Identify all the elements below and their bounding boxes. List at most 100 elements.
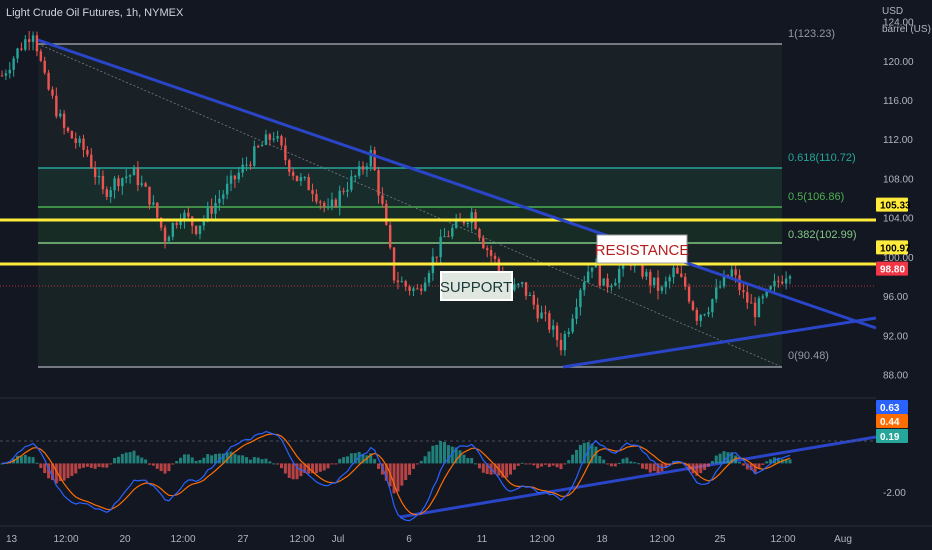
candle-body — [51, 89, 54, 96]
candle-body — [715, 287, 718, 300]
histogram-bar — [159, 463, 163, 472]
candle-body — [140, 183, 143, 186]
histogram-bar — [617, 462, 621, 464]
histogram-bar — [788, 459, 792, 464]
histogram-bar — [509, 463, 513, 475]
time-tick-label: 12:00 — [770, 534, 795, 545]
price-tick-label: 124.00 — [883, 18, 914, 29]
candle-body — [0, 75, 4, 77]
histogram-bar — [202, 457, 206, 464]
histogram-bar — [276, 463, 280, 465]
candle-body — [435, 256, 438, 258]
candle-body — [478, 228, 481, 238]
candle-body — [156, 202, 159, 218]
histogram-bar — [652, 463, 656, 472]
histogram-bar — [85, 463, 89, 467]
candle-body — [524, 282, 528, 296]
histogram-bar — [474, 463, 478, 465]
candle-body — [497, 259, 501, 273]
candle-body — [179, 220, 182, 225]
histogram-bar — [105, 463, 109, 468]
candle-body — [517, 283, 520, 285]
price-tick-label: 112.00 — [883, 135, 913, 146]
fib-retracement[interactable]: 1(123.23) 0.618(110.72) 0.5(106.86) 0.38… — [37, 28, 857, 368]
histogram-bar — [66, 463, 70, 479]
candle-body — [210, 206, 213, 214]
oscillator-value-tag-text: 0.44 — [880, 417, 900, 428]
time-axis[interactable]: 13 12:00 20 12:00 27 12:00 Jul 6 11 12:00 18 12:00 2… — [6, 534, 852, 545]
last-price-tag: 98.80 — [876, 261, 908, 276]
histogram-bar — [606, 463, 610, 465]
histogram-bar — [70, 463, 74, 476]
histogram-bar — [644, 463, 648, 470]
candle-body — [163, 227, 167, 242]
histogram-bar — [435, 444, 439, 464]
resistance-callout[interactable]: RESISTANCE — [595, 234, 690, 264]
histogram-bar — [493, 463, 497, 475]
signal-line — [1, 433, 791, 516]
histogram-bar — [58, 463, 62, 482]
oscillator-value-tag-text: 0.63 — [880, 403, 900, 414]
histogram-bar — [411, 463, 415, 469]
candle-body — [404, 281, 407, 287]
candle-body — [334, 199, 338, 207]
ascending-support-trendline[interactable] — [562, 316, 877, 369]
histogram-bar — [182, 454, 186, 464]
histogram-bar — [415, 463, 419, 465]
time-tick-label: 11 — [477, 534, 488, 545]
oscillator-value-tag-bg — [876, 414, 908, 428]
histogram-bar — [439, 441, 443, 464]
histogram-bar — [590, 443, 594, 464]
histogram-bar — [120, 453, 124, 464]
histogram-bar — [761, 463, 765, 465]
candle-body — [544, 312, 547, 314]
candle-body — [93, 167, 97, 178]
price-tick-label: 104.00 — [883, 214, 914, 225]
level-price-tag: 100.97 — [876, 240, 911, 255]
candle-body — [167, 236, 171, 242]
histogram-bar — [0, 463, 4, 465]
histogram-bar — [481, 463, 485, 473]
histogram-bar — [722, 451, 726, 464]
candle-body — [272, 138, 275, 140]
candle-body — [695, 309, 699, 321]
support-callout[interactable]: SUPPORT — [440, 271, 513, 301]
last-price-tag-text: 98.80 — [880, 265, 905, 276]
candle-body — [59, 113, 62, 117]
candle-body — [187, 212, 190, 217]
histogram-bar — [163, 463, 167, 474]
histogram-bar — [287, 463, 291, 478]
candle-body — [288, 160, 291, 172]
histogram-bar — [361, 453, 365, 464]
histogram-bar — [586, 442, 590, 464]
histogram-bar — [512, 463, 516, 470]
histogram-bar — [237, 455, 241, 464]
candle-body — [159, 217, 163, 228]
candle-body — [47, 72, 50, 90]
histogram-bar — [151, 463, 155, 466]
histogram-bar — [765, 461, 769, 464]
price-axis[interactable]: USD barrel (US) 124.00 120.00 116.00 112.00… — [876, 6, 931, 499]
histogram-bar — [516, 463, 520, 466]
candle-body — [357, 166, 361, 176]
level-price-tag: 105.33 — [876, 197, 911, 212]
price-tick-label: 88.00 — [883, 370, 908, 381]
candle-body — [408, 286, 411, 291]
histogram-bar — [598, 456, 602, 464]
histogram-bar — [745, 463, 749, 470]
candle-body — [486, 248, 489, 251]
candle-body — [233, 175, 237, 180]
histogram-bar — [179, 457, 183, 464]
histogram-bar — [167, 463, 171, 472]
histogram-bar — [171, 463, 175, 465]
descending-trendline[interactable] — [37, 38, 877, 330]
histogram-bar — [140, 457, 144, 464]
histogram-bar — [326, 463, 330, 469]
histogram-bar — [559, 463, 563, 470]
time-tick-label: 12:00 — [289, 534, 314, 545]
oscillator-trendline[interactable] — [399, 435, 877, 519]
histogram-bar — [404, 463, 408, 481]
histogram-bar — [31, 457, 35, 464]
histogram-bar — [221, 453, 225, 464]
fib-label-1: 1(123.23) — [788, 28, 835, 40]
